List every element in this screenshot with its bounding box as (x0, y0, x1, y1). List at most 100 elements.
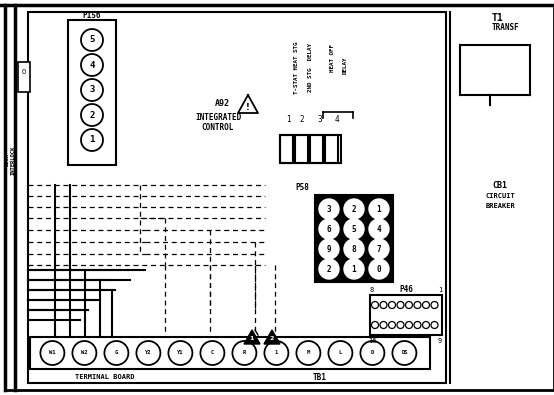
Text: 9: 9 (327, 245, 331, 254)
Bar (68, 20, 116, 165)
Text: 2: 2 (352, 205, 356, 214)
Circle shape (423, 322, 429, 329)
Circle shape (168, 341, 192, 365)
Text: 1: 1 (275, 350, 278, 356)
Text: R: R (243, 350, 246, 356)
Text: M: M (307, 350, 310, 356)
Text: P58: P58 (295, 184, 309, 192)
Text: 1: 1 (286, 115, 290, 124)
Bar (370, 295, 442, 335)
Text: O: O (22, 69, 26, 75)
Circle shape (136, 341, 161, 365)
Text: 16: 16 (368, 338, 376, 344)
Text: CIRCUIT: CIRCUIT (485, 193, 515, 199)
Text: G: G (115, 350, 118, 356)
Circle shape (423, 301, 429, 308)
Text: 5: 5 (352, 224, 356, 233)
Circle shape (372, 301, 378, 308)
Circle shape (264, 341, 289, 365)
Text: C: C (211, 350, 214, 356)
Text: CONTROL: CONTROL (202, 124, 234, 132)
Bar (28, 12, 446, 383)
Circle shape (380, 322, 387, 329)
Polygon shape (244, 330, 260, 344)
Text: W1: W1 (49, 350, 55, 356)
Text: 2: 2 (270, 337, 274, 342)
Bar (325, 135, 338, 163)
Circle shape (372, 322, 378, 329)
Text: P156: P156 (83, 11, 101, 21)
Text: 4: 4 (335, 115, 339, 124)
Circle shape (81, 79, 103, 101)
Bar (280, 135, 293, 163)
Text: 4: 4 (377, 224, 381, 233)
Circle shape (369, 259, 389, 279)
Text: A92: A92 (214, 98, 229, 107)
Text: P46: P46 (399, 286, 413, 295)
Polygon shape (264, 330, 280, 344)
Text: 2: 2 (89, 111, 95, 120)
Text: D: D (371, 350, 374, 356)
Text: 1: 1 (89, 135, 95, 145)
Text: 1: 1 (250, 337, 254, 342)
Text: !: ! (246, 102, 250, 111)
Circle shape (388, 301, 396, 308)
Text: 2: 2 (300, 115, 304, 124)
Circle shape (406, 322, 413, 329)
Circle shape (104, 341, 129, 365)
Text: BREAKER: BREAKER (485, 203, 515, 209)
Circle shape (319, 199, 339, 219)
Text: 3: 3 (327, 205, 331, 214)
Bar (315, 195, 393, 282)
Text: CB1: CB1 (493, 181, 507, 190)
Circle shape (232, 341, 257, 365)
Text: 2ND STG  DELAY: 2ND STG DELAY (309, 43, 314, 92)
Text: W2: W2 (81, 350, 88, 356)
Circle shape (73, 341, 96, 365)
Bar (30, 337, 430, 369)
Circle shape (397, 322, 404, 329)
Circle shape (344, 199, 364, 219)
Text: 1: 1 (438, 287, 442, 293)
Circle shape (388, 322, 396, 329)
Bar (18, 62, 30, 92)
Text: INTEGRATED: INTEGRATED (195, 113, 241, 122)
Text: 0: 0 (377, 265, 381, 273)
Circle shape (392, 341, 417, 365)
Text: 7: 7 (377, 245, 381, 254)
Circle shape (369, 199, 389, 219)
Circle shape (81, 129, 103, 151)
Text: HEAT OFF: HEAT OFF (331, 44, 336, 72)
Circle shape (40, 341, 64, 365)
Text: TERMINAL BOARD: TERMINAL BOARD (75, 374, 135, 380)
Circle shape (344, 239, 364, 259)
Circle shape (361, 341, 384, 365)
Text: TB1: TB1 (313, 372, 327, 382)
Circle shape (319, 239, 339, 259)
Text: DOOR
INTERLOCK: DOOR INTERLOCK (4, 145, 16, 175)
Text: 8: 8 (370, 287, 374, 293)
Text: 1: 1 (352, 265, 356, 273)
Circle shape (81, 104, 103, 126)
Text: T-STAT HEAT STG: T-STAT HEAT STG (295, 42, 300, 94)
Text: 1: 1 (377, 205, 381, 214)
Circle shape (406, 301, 413, 308)
Text: L: L (339, 350, 342, 356)
Text: Y2: Y2 (145, 350, 152, 356)
Text: DELAY: DELAY (342, 56, 347, 74)
Circle shape (319, 259, 339, 279)
Circle shape (319, 219, 339, 239)
Text: 3: 3 (317, 115, 322, 124)
Text: 9: 9 (438, 338, 442, 344)
Text: T1: T1 (492, 13, 504, 23)
Circle shape (81, 54, 103, 76)
Circle shape (414, 301, 421, 308)
Circle shape (369, 219, 389, 239)
Bar (295, 135, 308, 163)
Text: 3: 3 (89, 85, 95, 94)
Circle shape (380, 301, 387, 308)
Text: 8: 8 (352, 245, 356, 254)
Circle shape (431, 322, 438, 329)
Circle shape (296, 341, 320, 365)
Bar (280, 135, 341, 163)
